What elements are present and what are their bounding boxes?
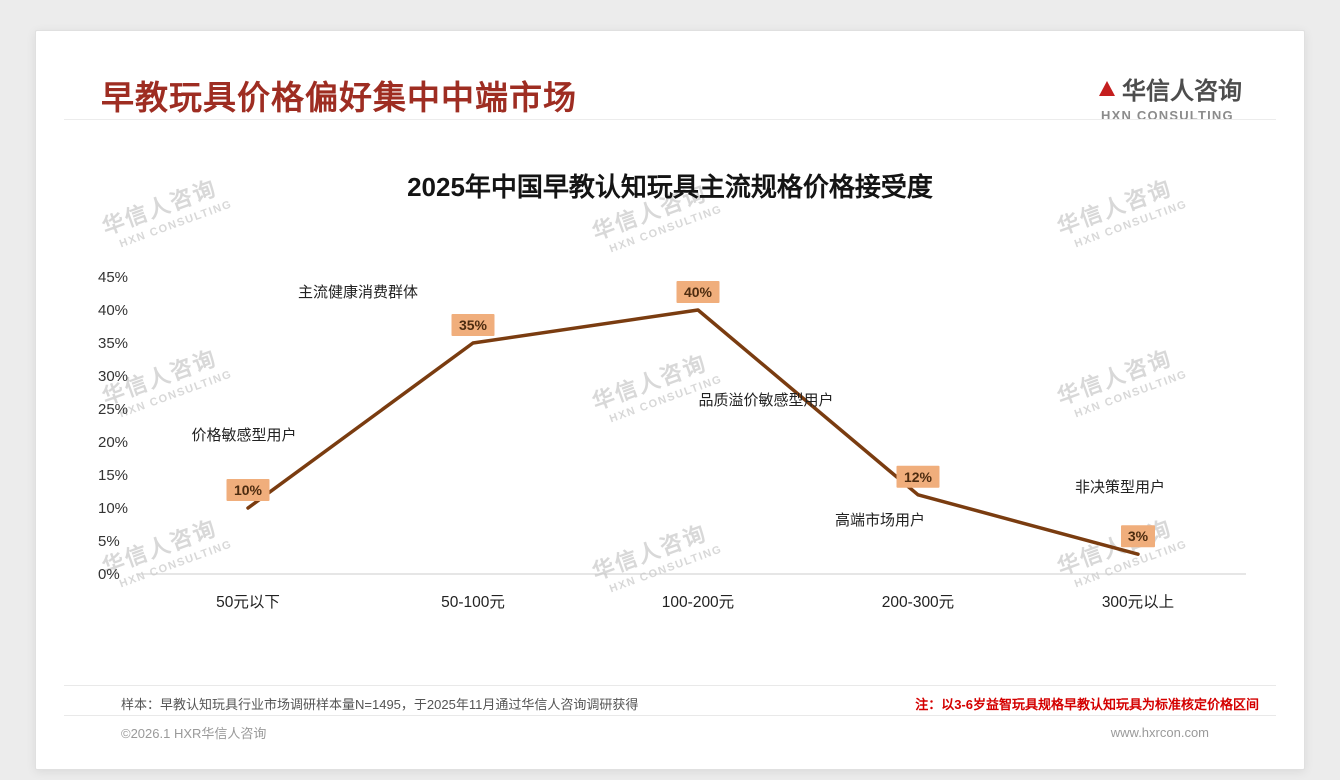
y-axis-tick: 10% [98,500,128,517]
x-axis-label: 50-100元 [441,594,505,611]
chart-title: 2025年中国早教认知玩具主流规格价格接受度 [407,172,933,202]
segment-annotation: 非决策型用户 [1075,479,1165,496]
copyright: ©2026.1 HXR华信人咨询 [121,726,267,741]
sample-note: 样本：早教认知玩具行业市场调研样本量N=1495，于2025年11月通过华信人咨… [121,697,639,712]
data-label-box [676,281,720,303]
y-axis-tick: 40% [98,302,128,319]
y-axis-tick: 20% [98,434,128,451]
data-label-box [226,479,270,501]
x-axis-label: 50元以下 [216,594,280,611]
standard-note: 注：以3-6岁益智玩具规格早教认知玩具为标准核定价格区间 [915,697,1259,712]
data-label: 35% [459,317,488,333]
data-label-box [1121,525,1155,548]
y-axis-tick: 35% [98,335,128,352]
data-label-box [896,465,940,488]
y-axis-tick: 25% [98,401,128,418]
logo: 华信人咨询 HXN CONSULTING [1099,71,1242,123]
segment-annotation: 主流健康消费群体 [298,284,418,301]
report-card: 华信人咨询 HXN CONSULTING 华信人咨询 HXN CONSULTING 华信… [35,30,1305,770]
data-label: 12% [904,469,933,485]
segment-annotation: 价格敏感型用户 [191,427,296,444]
segment-annotation: 高端市场用户 [835,512,925,529]
segment-annotation: 品质溢价敏感型用户 [698,392,833,409]
line-chart: 0% 5% 10% 15% 20% 25% 30% 35% 40% 45% 10% 50元以下 35% 5… [98,259,1248,629]
trend-line [246,308,1140,556]
notes-divider-bottom [64,715,1276,716]
y-axis-tick: 0% [98,566,120,583]
data-label: 3% [1128,528,1149,544]
header-divider [64,119,1276,120]
y-axis-tick: 45% [98,269,128,286]
data-label: 10% [234,482,263,498]
y-axis-tick: 15% [98,467,128,484]
x-axis-label: 100-200元 [662,594,734,611]
data-label-box [451,314,495,336]
price-acceptance-chart-svg: 0% 5% 10% 15% 20% 25% 30% 35% 40% 45% 10% 50元以下 35% 5… [98,269,1246,611]
y-axis-tick: 30% [98,368,128,385]
logo-name: 华信人咨询 [1122,78,1242,105]
page-title: 早教玩具价格偏好集中中端市场 [101,79,577,116]
x-axis-label: 300元以上 [1102,593,1174,611]
logo-icon [1099,81,1115,96]
logo-subtitle: HXN CONSULTING [1101,108,1234,123]
notes-divider-top [64,685,1276,686]
data-label: 40% [684,284,713,300]
y-axis-tick: 5% [98,533,120,550]
website: www.hxrcon.com [1110,725,1209,740]
x-axis-label: 200-300元 [882,594,954,611]
